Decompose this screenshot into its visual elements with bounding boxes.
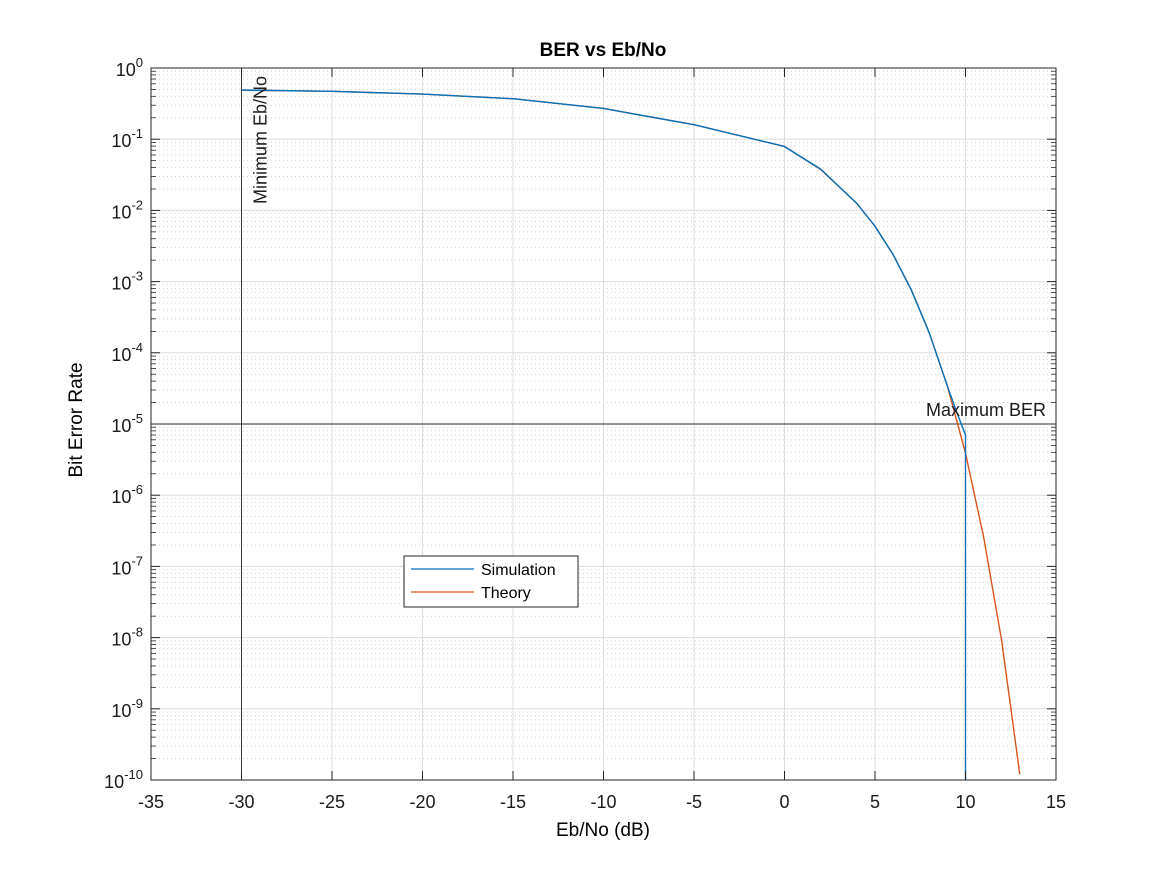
x-tick-label: 15 — [1046, 792, 1066, 812]
y-tick-label: 10-5 — [111, 411, 143, 436]
x-tick-label: 0 — [779, 792, 789, 812]
y-tick-label: 100 — [116, 55, 143, 80]
reference-lines — [151, 68, 1056, 780]
series-line-simulation — [241, 89, 967, 780]
x-tick-label: 5 — [870, 792, 880, 812]
legend: Simulation Theory — [403, 555, 579, 608]
x-tick-label: -10 — [590, 792, 616, 812]
x-tick-label: 10 — [955, 792, 975, 812]
x-axis-label: Eb/No (dB) — [556, 820, 650, 841]
legend-box — [403, 555, 579, 608]
y-tick-label: 10-8 — [111, 625, 143, 650]
y-tick-label: 10-1 — [111, 126, 143, 151]
x-tick-label: -25 — [319, 792, 345, 812]
x-tick-label: -35 — [138, 792, 164, 812]
legend-entry-simulation: Simulation — [481, 562, 556, 579]
series-lines — [241, 89, 1021, 780]
chart-title: BER vs Eb/No — [540, 40, 667, 61]
y-tick-label: 10-6 — [111, 482, 143, 507]
min-ebno-label: Minimum Eb/No — [251, 76, 271, 204]
y-tick-label: 10-7 — [111, 553, 143, 578]
y-tick-label: 10-3 — [111, 269, 143, 294]
x-tick-label: -15 — [500, 792, 526, 812]
legend-entry-theory: Theory — [481, 585, 531, 602]
max-ber-label: Maximum BER — [926, 400, 1046, 420]
x-tick-label: -30 — [228, 792, 254, 812]
x-tick-label: -20 — [409, 792, 435, 812]
y-axis-label: Bit Error Rate — [66, 362, 87, 477]
y-tick-label: 10-10 — [104, 767, 143, 792]
y-tick-label: 10-2 — [111, 197, 143, 222]
y-tick-label: 10-9 — [111, 696, 143, 721]
annotations: Minimum Eb/No Maximum BER — [251, 76, 1047, 420]
y-tick-labels: 100 10-1 10-2 10-3 10-4 10-5 10-6 10-7 10-8 10-9 1… — [104, 55, 143, 792]
y-tick-label: 10-4 — [111, 340, 143, 365]
x-tick-label: -5 — [686, 792, 702, 812]
axis-ticks — [150, 67, 1057, 781]
x-tick-labels: -35 -30 -25 -20 -15 -10 -5 0 5 10 15 — [138, 792, 1066, 812]
